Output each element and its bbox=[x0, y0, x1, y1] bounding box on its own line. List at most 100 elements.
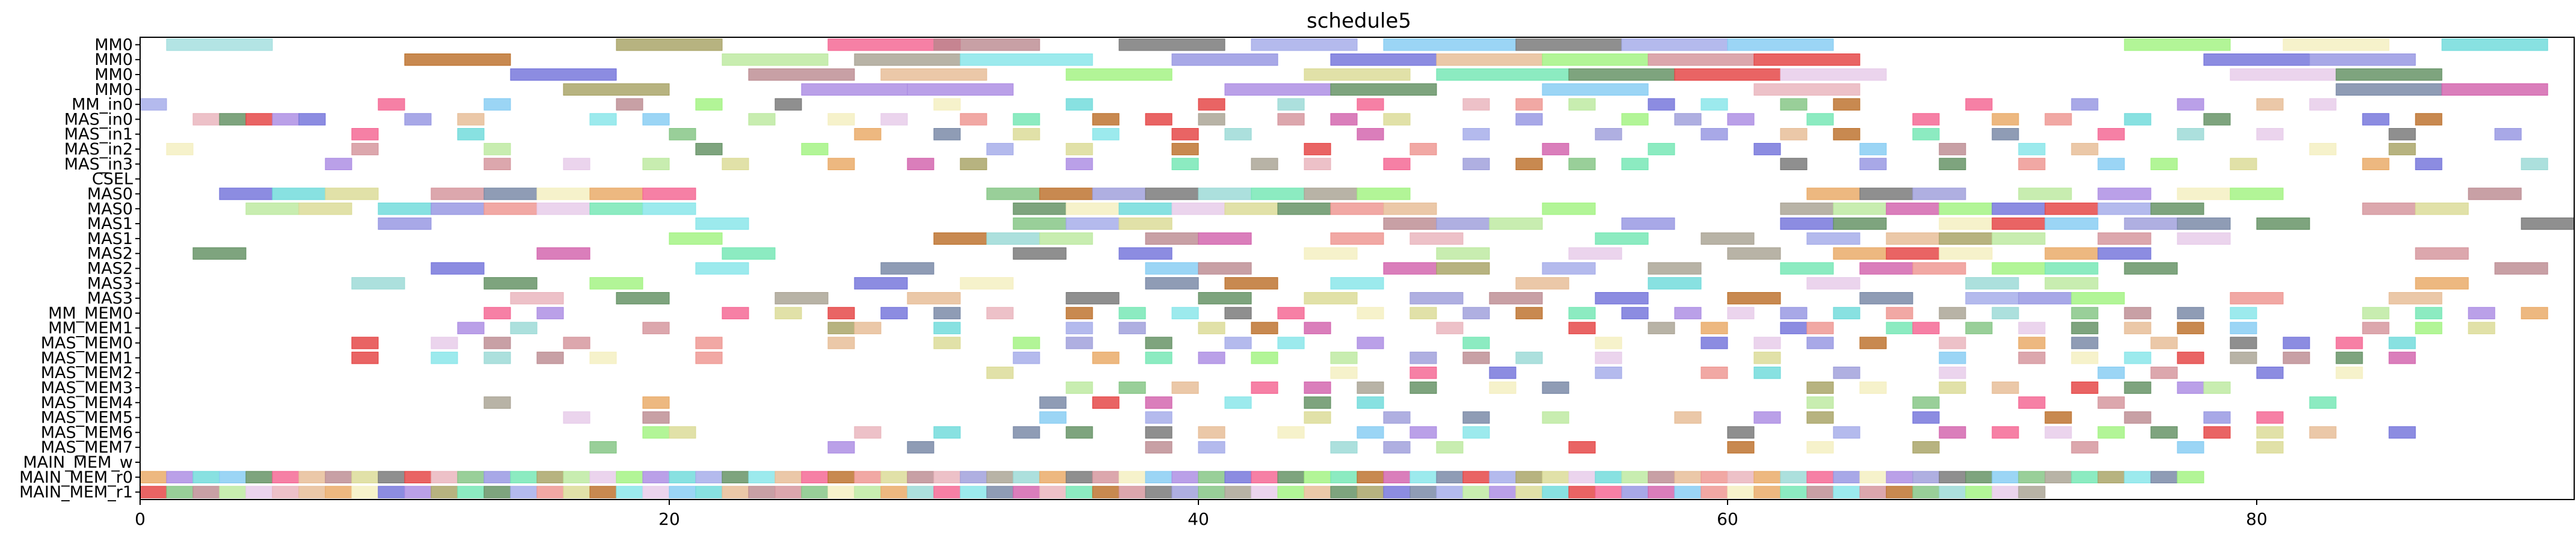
gantt-bar bbox=[1304, 292, 1358, 305]
gantt-bar bbox=[1939, 203, 1993, 215]
gantt-bar bbox=[1515, 38, 1622, 51]
gantt-bar bbox=[1224, 471, 1252, 483]
gantt-bar bbox=[1039, 396, 1067, 409]
gantt-bar bbox=[1383, 113, 1411, 126]
gantt-bar bbox=[1039, 232, 1093, 245]
gantt-bar bbox=[1674, 307, 1702, 320]
gantt-bar bbox=[1700, 337, 1728, 349]
gantt-bar bbox=[1992, 128, 2019, 141]
gantt-bar bbox=[1886, 322, 1913, 334]
gantt-bar bbox=[1700, 486, 1728, 498]
gantt-bar bbox=[1674, 411, 1702, 424]
gantt-bar bbox=[1145, 188, 1199, 200]
y-tick-label: MAS2 bbox=[87, 260, 133, 278]
gantt-bar bbox=[2494, 262, 2548, 275]
gantt-bar bbox=[986, 232, 1040, 245]
gantt-bar bbox=[2044, 411, 2072, 424]
gantt-bar bbox=[2362, 322, 2390, 334]
gantt-bar bbox=[2256, 426, 2284, 439]
gantt-bar bbox=[1727, 292, 1781, 305]
gantt-bar bbox=[722, 307, 749, 320]
gantt-bar bbox=[774, 307, 802, 320]
gantt-bar bbox=[2177, 322, 2204, 334]
gantt-bar bbox=[1409, 426, 1437, 439]
gantt-bar bbox=[642, 188, 696, 200]
gantt-bar bbox=[1621, 307, 1649, 320]
gantt-bar bbox=[986, 471, 1014, 483]
gantt-bar bbox=[2018, 188, 2072, 200]
gantt-bar bbox=[2521, 217, 2575, 230]
gantt-bar bbox=[1171, 471, 1199, 483]
gantt-bar bbox=[1515, 307, 1543, 320]
y-tick-label: MAS_in0 bbox=[64, 110, 133, 129]
gantt-bar bbox=[1700, 98, 1728, 111]
gantt-bar bbox=[1595, 486, 1622, 498]
gantt-bar bbox=[1753, 352, 1781, 364]
gantt-bar bbox=[1277, 203, 1331, 215]
gantt-bar bbox=[880, 307, 908, 320]
gantt-bar bbox=[1727, 486, 1755, 498]
gantt-bar bbox=[1542, 142, 1569, 156]
gantt-bar bbox=[563, 83, 670, 96]
gantt-bar bbox=[2044, 247, 2099, 260]
gantt-bar bbox=[1092, 113, 1120, 126]
gantt-bar bbox=[1039, 486, 1067, 498]
gantt-bar bbox=[880, 471, 908, 483]
gantt-bar bbox=[1383, 262, 1437, 275]
gantt-bar bbox=[2362, 307, 2390, 320]
gantt-bar bbox=[1912, 441, 1940, 454]
gantt-bar bbox=[1462, 411, 1490, 424]
gantt-bar bbox=[1859, 381, 1887, 394]
gantt-bar bbox=[483, 471, 511, 483]
gantt-bar bbox=[1251, 352, 1278, 364]
gantt-bar bbox=[2071, 322, 2099, 334]
gantt-bar bbox=[1066, 142, 1093, 156]
gantt-bar bbox=[589, 486, 617, 498]
gantt-bar bbox=[722, 53, 829, 66]
gantt-bar bbox=[2044, 217, 2099, 230]
gantt-bar bbox=[695, 98, 723, 111]
gantt-bar bbox=[2071, 98, 2099, 111]
gantt-bar bbox=[1912, 396, 1940, 409]
x-tick-label: 40 bbox=[1188, 509, 1209, 529]
gantt-bar bbox=[1277, 486, 1305, 498]
gantt-bar bbox=[272, 486, 299, 498]
gantt-bar bbox=[774, 486, 802, 498]
gantt-bar bbox=[1806, 113, 1834, 126]
gantt-bar bbox=[1409, 486, 1437, 498]
gantt-bar bbox=[1118, 38, 1225, 51]
gantt-bar bbox=[2097, 128, 2125, 141]
gantt-bar bbox=[140, 98, 167, 111]
y-tick-label: MAS2 bbox=[87, 245, 133, 263]
gantt-bar bbox=[1992, 471, 2019, 483]
gantt-bar bbox=[483, 203, 538, 215]
plot-frame bbox=[140, 37, 2575, 500]
gantt-bar bbox=[1304, 486, 1331, 498]
gantt-bar bbox=[1066, 203, 1120, 215]
gantt-bar bbox=[1251, 157, 1278, 171]
gantt-bar bbox=[1753, 366, 1781, 379]
gantt-bar bbox=[2097, 157, 2125, 171]
gantt-bar bbox=[325, 486, 352, 498]
gantt-bar bbox=[1939, 486, 1966, 498]
gantt-bar bbox=[854, 277, 908, 290]
y-tick-label: MAIN_MEM_r0 bbox=[19, 468, 133, 487]
gantt-bar bbox=[1330, 352, 1358, 364]
gantt-bar bbox=[2071, 142, 2099, 156]
gantt-bar bbox=[642, 486, 670, 498]
x-tick-label: 0 bbox=[135, 509, 146, 529]
gantt-bar bbox=[1224, 396, 1252, 409]
gantt-bar bbox=[1118, 486, 1146, 498]
gantt-bar bbox=[1224, 277, 1278, 290]
gantt-bar bbox=[1171, 203, 1225, 215]
gantt-bar bbox=[1462, 426, 1490, 439]
gantt-bar bbox=[1727, 471, 1755, 483]
gantt-bar bbox=[2441, 83, 2548, 96]
gantt-bar bbox=[2230, 68, 2337, 81]
gantt-bar bbox=[933, 322, 961, 334]
gantt-bar bbox=[695, 337, 723, 349]
gantt-bar bbox=[1753, 83, 1860, 96]
gantt-bar bbox=[1965, 277, 2019, 290]
y-tick-label: MAS_MEM3 bbox=[41, 379, 133, 397]
gantt-bar bbox=[1965, 292, 2019, 305]
